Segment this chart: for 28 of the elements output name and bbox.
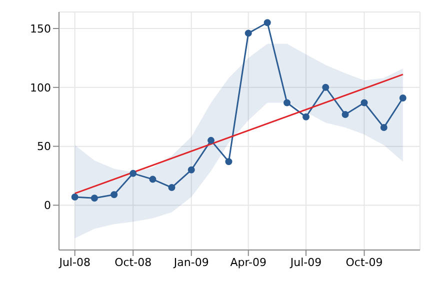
y-tick-label: 100 <box>30 81 51 94</box>
x-tick-label: Oct-08 <box>114 256 152 269</box>
point <box>110 191 118 198</box>
point <box>90 194 98 202</box>
point <box>225 158 232 166</box>
point <box>188 166 195 174</box>
point <box>168 184 176 192</box>
point <box>208 136 214 144</box>
point <box>244 30 252 37</box>
x-tick-label: Jul-09 <box>289 256 322 269</box>
point <box>130 170 137 177</box>
x-tick-label: Jul-08 <box>58 256 90 269</box>
point <box>302 113 310 120</box>
point <box>360 99 368 106</box>
point <box>380 124 388 131</box>
point <box>264 19 271 26</box>
x-tick-label: Oct-09 <box>346 256 383 269</box>
point <box>399 94 406 102</box>
point <box>149 176 156 183</box>
y-tick-label: 150 <box>30 22 51 36</box>
point <box>71 193 78 200</box>
x-tick-label: Jan-09 <box>172 256 209 269</box>
point <box>284 99 290 106</box>
point <box>342 111 349 118</box>
point <box>322 84 330 91</box>
y-tick-label: 0 <box>44 199 51 212</box>
x-tick-label: Apr-09 <box>230 256 267 269</box>
y-tick-label: 50 <box>37 140 51 154</box>
